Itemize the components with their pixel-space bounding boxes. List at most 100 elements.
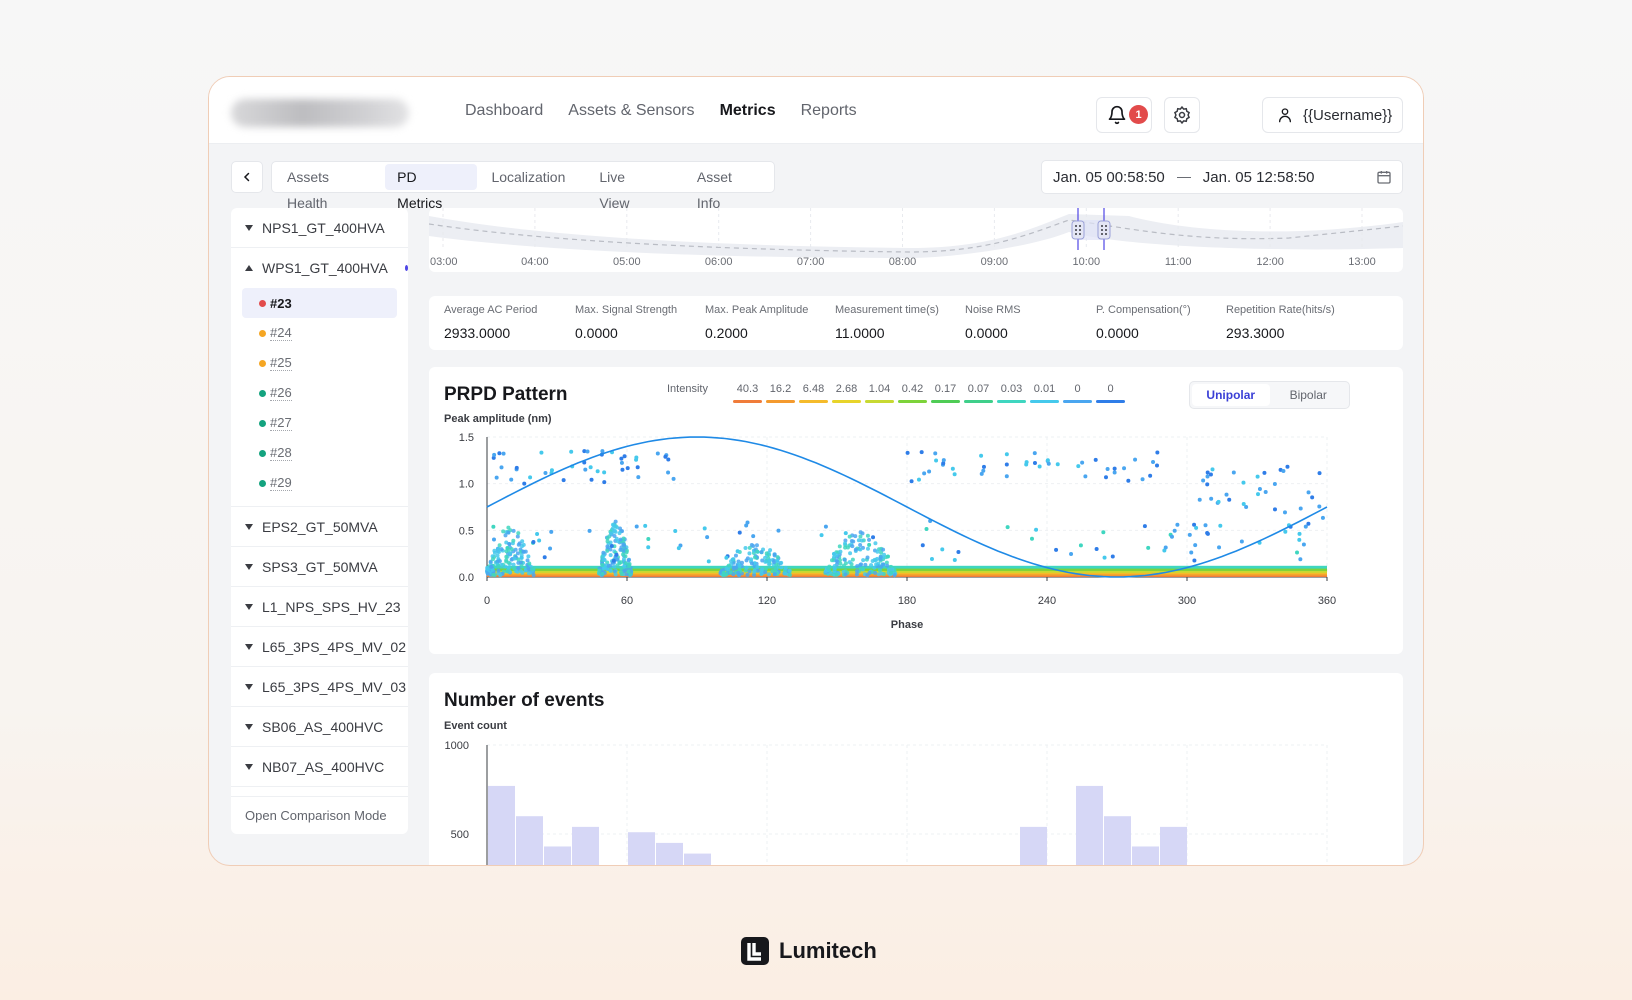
caret-down-icon xyxy=(245,683,253,690)
settings-button[interactable] xyxy=(1164,97,1200,133)
prpd-point xyxy=(783,565,788,570)
prpd-point xyxy=(1205,474,1210,479)
prpd-point xyxy=(511,562,516,567)
prpd-point xyxy=(595,469,600,474)
caret-down-icon xyxy=(245,563,253,570)
back-button[interactable] xyxy=(231,161,263,193)
metrics-tabs: Assets Health PD Metrics Localization Li… xyxy=(271,161,775,211)
toggle-bipolar[interactable]: Bipolar xyxy=(1289,388,1327,402)
sensor-item[interactable]: #29 xyxy=(231,468,408,498)
sensor-item[interactable]: #24 xyxy=(231,318,408,348)
x-tick-label: 120 xyxy=(758,595,776,607)
prpd-point xyxy=(501,529,506,534)
events-chart[interactable]: 500 1000 xyxy=(429,673,1403,866)
prpd-point xyxy=(512,556,517,561)
intensity-legend-item: 1.04 xyxy=(865,383,894,403)
x-tick-label: 0 xyxy=(484,595,490,607)
open-comparison-mode-link[interactable]: Open Comparison Mode xyxy=(231,796,408,834)
prpd-point xyxy=(614,525,619,530)
prpd-point xyxy=(1218,523,1223,528)
notifications-button[interactable]: 1 xyxy=(1096,97,1152,133)
sensor-item[interactable]: #26 xyxy=(231,378,408,408)
prpd-point xyxy=(1004,452,1009,457)
prpd-point xyxy=(1037,464,1042,469)
user-menu-button[interactable]: {{Username}} xyxy=(1262,97,1403,133)
nav-assets-sensors[interactable]: Assets & Sensors xyxy=(568,101,695,119)
prpd-point xyxy=(934,458,939,463)
sidebar-group[interactable]: L1_NPS_SPS_HV_23 xyxy=(231,587,408,627)
prpd-point xyxy=(666,470,671,475)
timeline-tick-label: 08:00 xyxy=(889,256,917,268)
timeline-drag-handle[interactable] xyxy=(1071,220,1085,240)
toggle-unipolar[interactable]: Unipolar xyxy=(1192,384,1270,406)
sidebar-group[interactable]: SB06_AS_400HVC xyxy=(231,707,408,747)
prpd-point xyxy=(671,476,676,481)
event-bar xyxy=(1160,826,1187,865)
prpd-point xyxy=(1146,545,1151,550)
sensor-item[interactable]: #25 xyxy=(231,348,408,378)
prpd-pattern-card: PRPD Pattern Intensity 40.3 16.2 6.48 2.68 1… xyxy=(429,367,1403,654)
date-range-picker[interactable]: Jan. 05 00:58:50 Jan. 05 12:58:50 xyxy=(1041,160,1403,194)
prpd-point xyxy=(605,539,610,544)
sidebar-group[interactable]: SPS3_GT_50MVA xyxy=(231,547,408,587)
intensity-value: 0.03 xyxy=(1000,383,1023,395)
prpd-point xyxy=(497,543,502,548)
prpd-point xyxy=(508,551,513,556)
timeline-tick-label: 04:00 xyxy=(521,256,549,268)
intensity-legend-item: 0.03 xyxy=(997,383,1026,403)
sidebar-group[interactable]: EPS2_GT_50MVA xyxy=(231,507,408,547)
tab-live-view[interactable]: Live View xyxy=(599,169,630,211)
sidebar-group[interactable]: NB07_AS_400HVC xyxy=(231,747,408,787)
sidebar-group[interactable]: NPS1_GT_400HVA xyxy=(231,208,408,248)
prpd-point xyxy=(861,558,866,563)
sidebar-group[interactable]: L65_3PS_4PS_MV_03 xyxy=(231,667,408,707)
prpd-point xyxy=(611,558,616,563)
nav-metrics[interactable]: Metrics xyxy=(719,101,776,119)
prpd-point xyxy=(622,548,627,553)
sensor-item[interactable]: #23 xyxy=(242,288,397,318)
prpd-chart[interactable]: 0 60 120 180 240 300 360 0.0 0.5 1.0 1.5 Phase xyxy=(429,367,1403,654)
user-icon xyxy=(1279,108,1291,123)
prpd-point xyxy=(620,467,625,472)
prpd-point xyxy=(865,573,870,578)
sidebar-group-label: NPS1_GT_400HVA xyxy=(262,219,385,236)
sensor-label: #24 xyxy=(270,325,292,341)
prpd-point xyxy=(1054,547,1059,552)
prpd-point xyxy=(1103,475,1108,480)
prpd-point xyxy=(853,547,858,552)
prpd-point xyxy=(617,561,622,566)
sensor-item[interactable]: #27 xyxy=(231,408,408,438)
tab-localization[interactable]: Localization xyxy=(491,169,566,185)
prpd-point xyxy=(787,568,792,573)
prpd-point xyxy=(511,538,516,543)
prpd-point xyxy=(505,569,510,574)
app-logo[interactable] xyxy=(231,99,409,127)
sensor-item[interactable]: #28 xyxy=(231,438,408,468)
events-y-axis-label: Event count xyxy=(444,720,507,732)
gear-icon xyxy=(1173,105,1191,125)
sidebar-group[interactable]: WPS1_GT_400HVA xyxy=(231,248,408,288)
prpd-point xyxy=(929,557,934,562)
sidebar-group[interactable]: L65_3PS_4PS_MV_02 xyxy=(231,627,408,667)
prpd-point xyxy=(849,538,854,543)
prpd-point xyxy=(497,451,502,456)
prpd-point xyxy=(885,554,890,559)
prpd-point xyxy=(1032,451,1037,456)
grip-dot xyxy=(1075,229,1077,231)
prpd-point xyxy=(767,558,772,563)
tab-pd-metrics[interactable]: PD Metrics xyxy=(385,164,478,211)
tab-asset-info[interactable]: Asset Info xyxy=(696,169,732,211)
prpd-point xyxy=(491,537,496,542)
nav-dashboard[interactable]: Dashboard xyxy=(465,101,544,119)
prpd-point xyxy=(1172,528,1177,533)
timeline-drag-handle[interactable] xyxy=(1097,220,1111,240)
prpd-point xyxy=(509,547,514,552)
prpd-point xyxy=(527,571,532,576)
prpd-point xyxy=(752,568,757,573)
prpd-point xyxy=(1112,470,1117,475)
tab-assets-health[interactable]: Assets Health xyxy=(287,169,330,211)
prpd-point xyxy=(865,533,870,538)
nav-reports[interactable]: Reports xyxy=(800,101,857,119)
timeline-overview[interactable]: 03:00 04:00 05:00 06:00 07:00 08:00 09:00 10:00… xyxy=(429,208,1403,272)
timeline-chart[interactable]: 03:00 04:00 05:00 06:00 07:00 08:00 09:00 10:00… xyxy=(429,208,1403,272)
